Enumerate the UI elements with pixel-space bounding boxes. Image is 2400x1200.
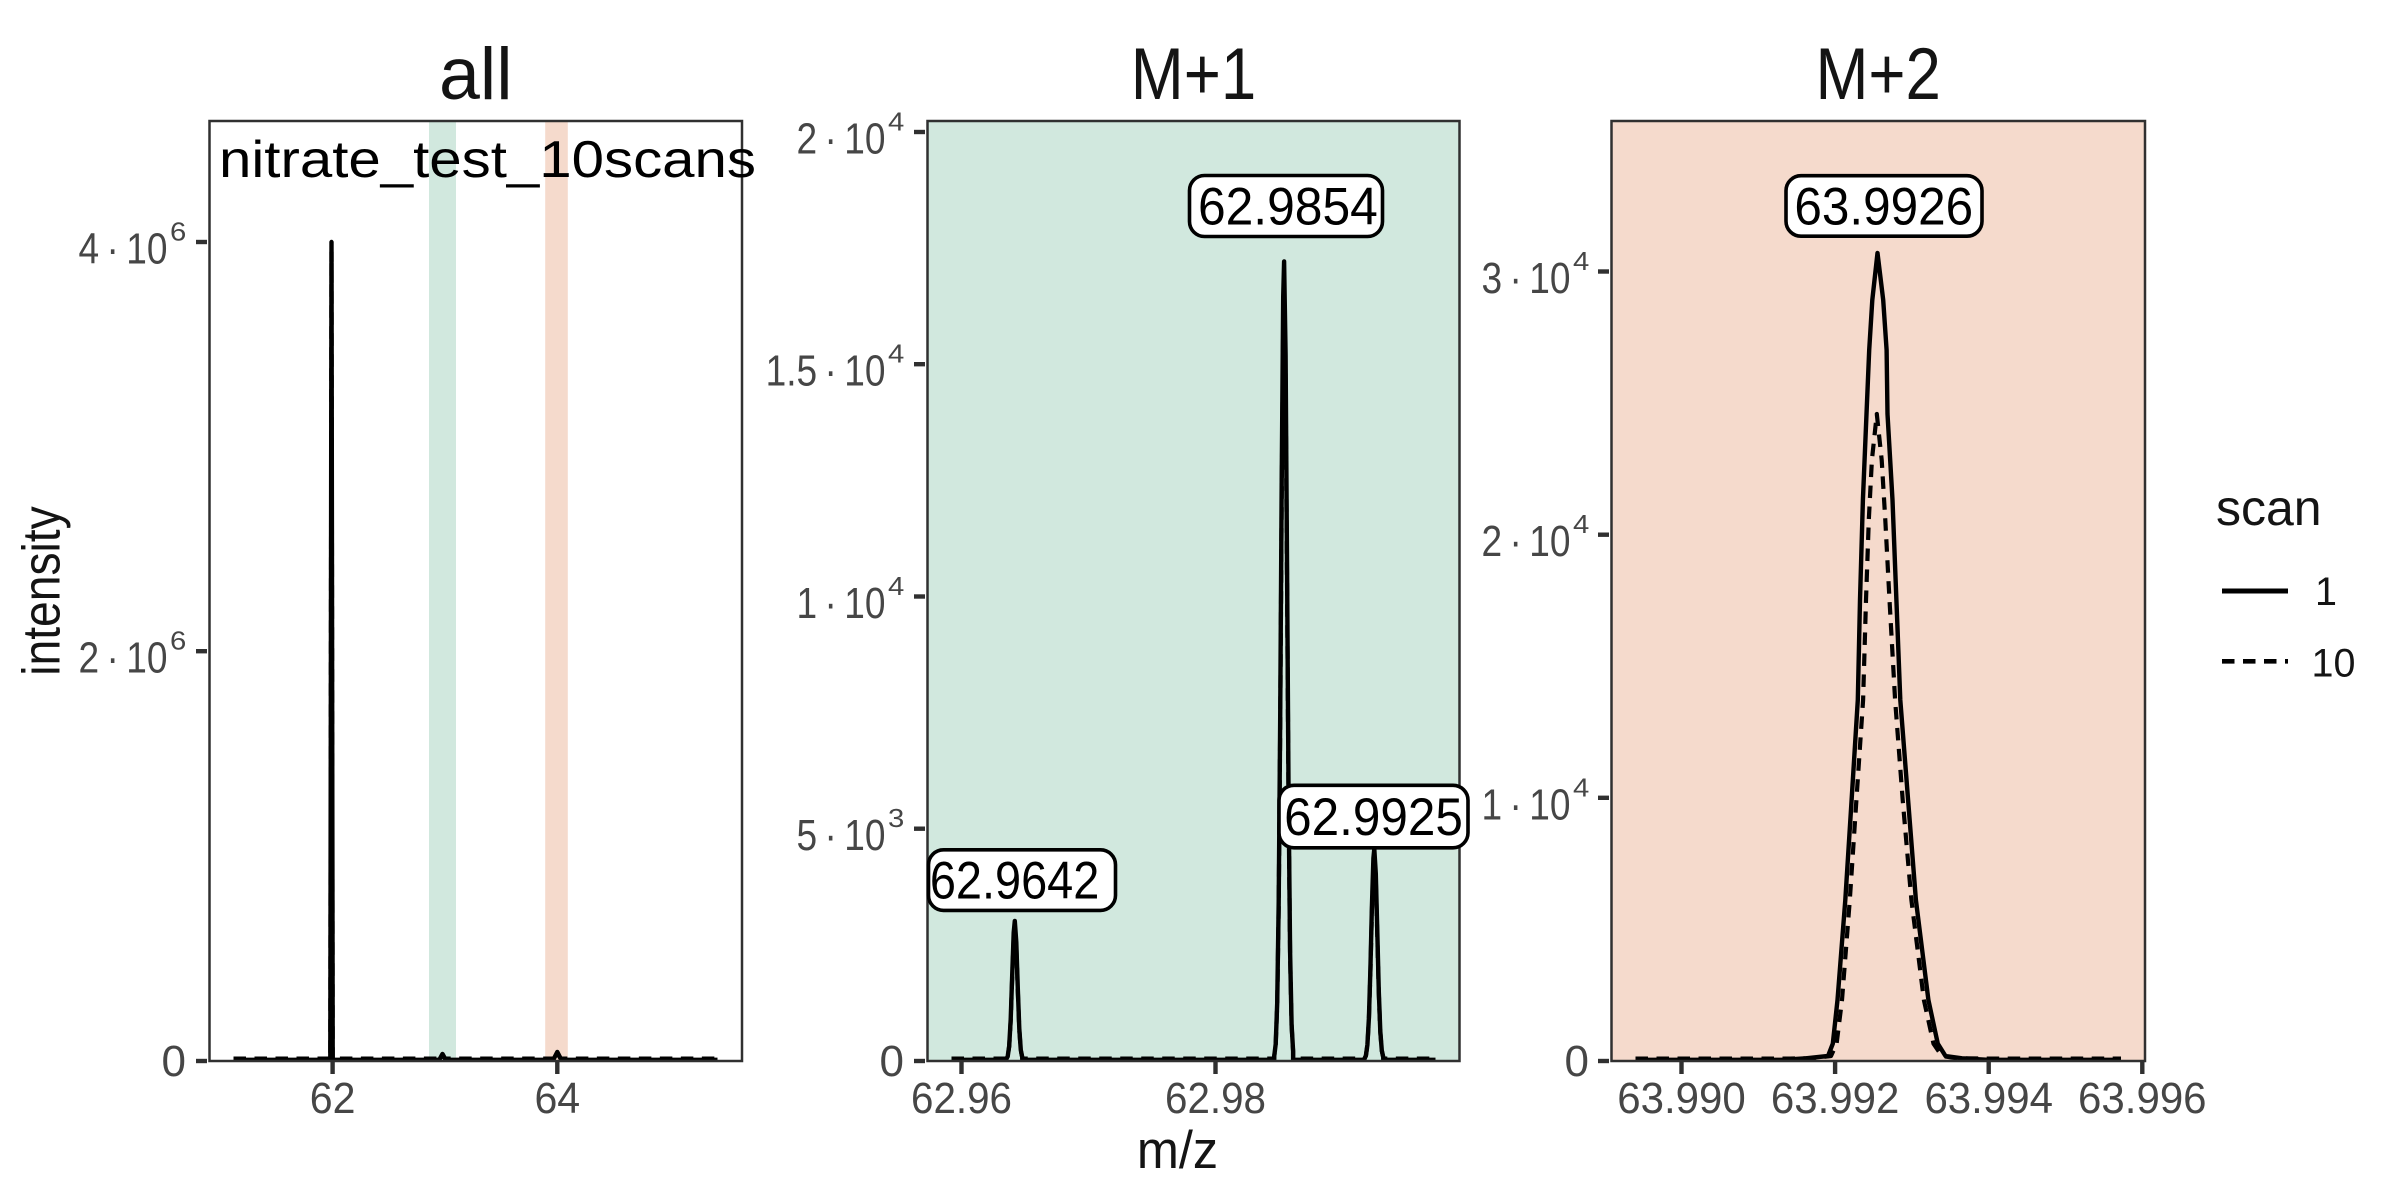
svg-text:M+1: M+1 [1131, 34, 1257, 115]
svg-text:6: 6 [170, 626, 186, 656]
svg-text:63.992: 63.992 [1771, 1074, 1900, 1123]
svg-text:1 · 10: 1 · 10 [797, 579, 886, 628]
svg-text:1: 1 [2315, 570, 2337, 614]
svg-text:0: 0 [880, 1037, 904, 1086]
svg-text:64: 64 [534, 1074, 580, 1123]
svg-text:4: 4 [888, 339, 904, 369]
svg-text:63.994: 63.994 [1924, 1074, 2053, 1123]
svg-text:3: 3 [888, 803, 904, 833]
svg-text:4: 4 [1573, 509, 1589, 539]
svg-text:62.9925: 62.9925 [1284, 788, 1463, 847]
svg-text:intensity: intensity [13, 506, 72, 676]
svg-text:4: 4 [1573, 772, 1589, 802]
svg-text:0: 0 [1565, 1037, 1589, 1086]
svg-text:2 · 10: 2 · 10 [797, 115, 886, 164]
svg-text:2 · 10: 2 · 10 [1482, 517, 1571, 566]
svg-text:10: 10 [2312, 642, 2356, 686]
svg-text:4: 4 [888, 571, 904, 601]
svg-text:4: 4 [888, 107, 904, 137]
svg-text:62.9642: 62.9642 [930, 852, 1100, 911]
svg-text:M+2: M+2 [1815, 34, 1941, 115]
svg-text:4 · 10: 4 · 10 [79, 225, 168, 274]
svg-text:4: 4 [1573, 246, 1589, 276]
svg-text:all: all [439, 34, 513, 115]
svg-text:62: 62 [310, 1074, 356, 1123]
svg-text:63.990: 63.990 [1617, 1074, 1746, 1123]
svg-text:2 · 10: 2 · 10 [79, 634, 168, 683]
svg-text:3 · 10: 3 · 10 [1482, 254, 1571, 303]
svg-text:62.98: 62.98 [1165, 1074, 1266, 1123]
svg-text:5 · 10: 5 · 10 [797, 811, 886, 860]
svg-text:1 · 10: 1 · 10 [1482, 780, 1571, 829]
svg-text:63.996: 63.996 [2078, 1074, 2207, 1123]
svg-text:0: 0 [162, 1037, 186, 1086]
svg-text:scan: scan [2216, 480, 2322, 536]
svg-text:1.5 · 10: 1.5 · 10 [766, 347, 886, 396]
svg-text:63.9926: 63.9926 [1794, 177, 1973, 236]
svg-text:6: 6 [170, 217, 186, 247]
svg-text:m/z: m/z [1137, 1121, 1218, 1180]
svg-text:nitrate_test_10scans: nitrate_test_10scans [219, 131, 756, 189]
svg-text:62.9854: 62.9854 [1198, 178, 1378, 237]
svg-text:62.96: 62.96 [911, 1074, 1012, 1123]
